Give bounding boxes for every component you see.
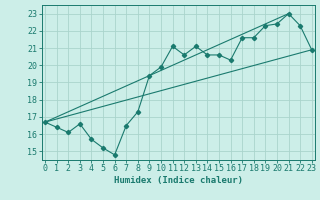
X-axis label: Humidex (Indice chaleur): Humidex (Indice chaleur) (114, 176, 243, 185)
